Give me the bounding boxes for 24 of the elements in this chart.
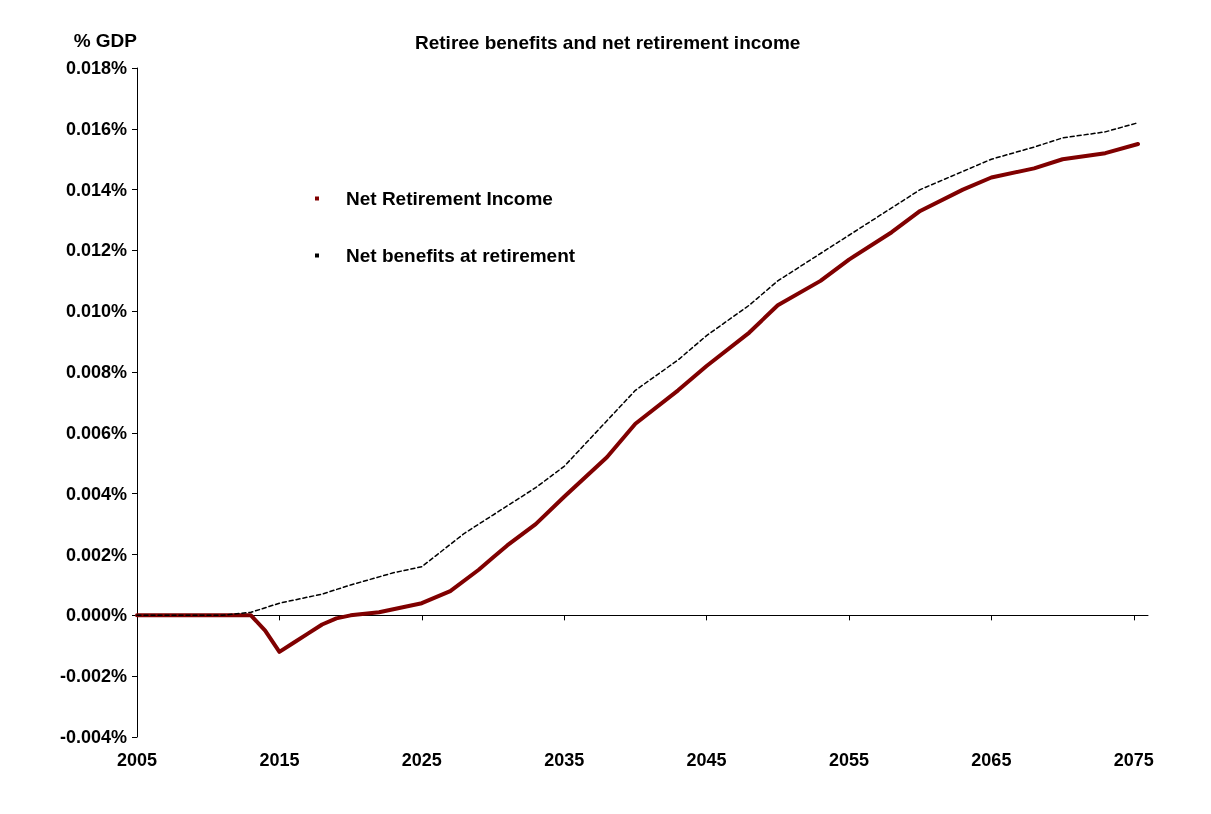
x-tick-label: 2025 <box>401 750 442 770</box>
y-tick-label: 0.006% <box>65 422 127 443</box>
legend-label: Net benefits at retirement <box>346 245 576 266</box>
chart-title: Retiree benefits and net retirement income <box>415 32 801 53</box>
y-tick-label: 0.016% <box>65 118 127 139</box>
y-tick-label: 0.002% <box>65 544 127 565</box>
y-tick-label: 0.008% <box>65 362 127 383</box>
x-tick-label: 2065 <box>971 750 1012 770</box>
legend-label: Net Retirement Income <box>346 188 553 209</box>
y-tick-label: 0.000% <box>65 605 127 626</box>
x-tick-label: 2045 <box>686 750 727 770</box>
y-tick-label: 0.012% <box>65 240 127 261</box>
y-tick-label: 0.010% <box>65 301 127 322</box>
y-tick-label: -0.004% <box>59 727 127 747</box>
y-tick-label: 0.018% <box>65 58 127 78</box>
y-axis-title: % GDP <box>73 30 138 51</box>
x-tick-label: 2075 <box>1113 750 1154 770</box>
y-tick-label: -0.002% <box>59 666 127 687</box>
y-tick-label: 0.014% <box>65 179 127 200</box>
y-tick-label: 0.004% <box>65 483 127 504</box>
x-tick-label: 2035 <box>544 750 585 770</box>
x-tick-label: 2005 <box>116 750 158 770</box>
x-tick-label: 2055 <box>828 750 869 770</box>
x-tick-label: 2015 <box>259 750 300 770</box>
